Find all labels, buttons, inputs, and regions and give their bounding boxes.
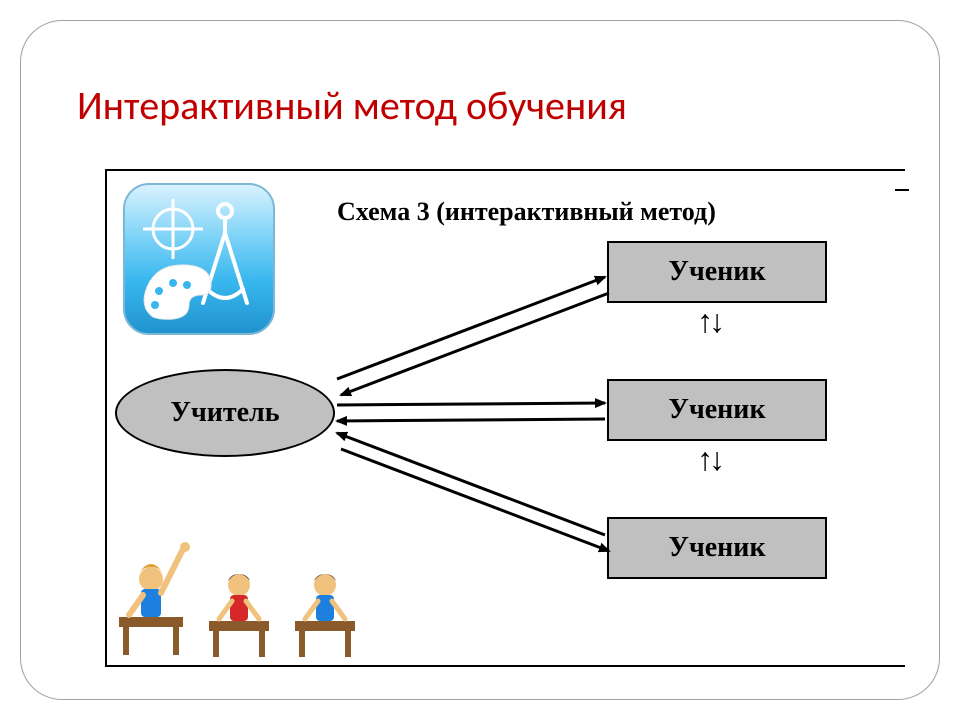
slide-frame: Интерактивный метод обучения Схема 3 (ин… [20,20,940,700]
updown-glyph-1: ↑↓ [697,303,721,339]
student-node-3: Ученик [607,517,827,579]
tools-icon [123,183,275,335]
student-node-1: Ученик [607,241,827,303]
teacher-node: Учитель [115,369,335,457]
updown-arrows-1: ↑↓ [697,305,721,337]
student-label-3: Ученик [668,532,765,564]
inner-border-left [105,169,107,667]
updown-glyph-2: ↑↓ [697,441,721,477]
diagram-region: Схема 3 (интерактивный метод) [105,169,905,667]
scheme-subtitle: Схема 3 (интерактивный метод) [337,197,716,227]
inner-border-bottom [105,665,905,667]
student-label-1: Ученик [668,256,765,288]
tools-icon-svg [125,185,277,337]
student-label-2: Ученик [668,394,765,426]
students-clipart [111,539,371,659]
dash-top-right [895,189,909,191]
students-clipart-svg [111,539,371,659]
updown-arrows-2: ↑↓ [697,443,721,475]
slide-title: Интерактивный метод обучения [77,81,627,130]
teacher-label: Учитель [170,397,279,429]
inner-border-top [105,169,905,171]
student-node-2: Ученик [607,379,827,441]
